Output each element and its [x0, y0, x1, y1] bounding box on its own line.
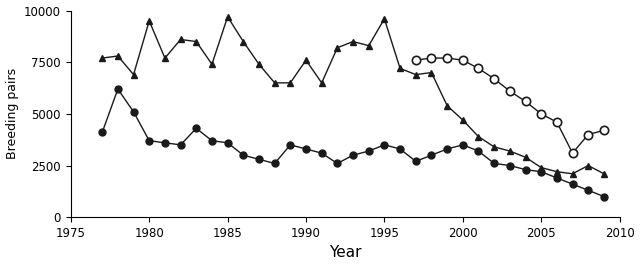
Chinstrap - Admiralty Bay [224, 141, 232, 144]
Chinstrap - Cape Shirreff [569, 152, 577, 155]
Chinstrap - Cape Shirreff [490, 77, 498, 80]
Adélie - Admiralty Bay [349, 40, 357, 43]
Adélie - Admiralty Bay [239, 40, 247, 43]
Adélie - Admiralty Bay [318, 81, 326, 85]
Chinstrap - Admiralty Bay [584, 189, 592, 192]
Chinstrap - Admiralty Bay [412, 160, 420, 163]
X-axis label: Year: Year [329, 246, 362, 260]
Line: Adélie - Admiralty Bay: Adélie - Admiralty Bay [99, 13, 607, 177]
Chinstrap - Admiralty Bay [161, 141, 169, 144]
Chinstrap - Admiralty Bay [193, 127, 200, 130]
Adélie - Admiralty Bay [522, 156, 529, 159]
Adélie - Admiralty Bay [130, 73, 138, 76]
Chinstrap - Admiralty Bay [114, 88, 122, 91]
Adélie - Admiralty Bay [99, 56, 106, 60]
Chinstrap - Cape Shirreff [428, 56, 435, 60]
Adélie - Admiralty Bay [475, 135, 483, 138]
Adélie - Admiralty Bay [428, 71, 435, 74]
Chinstrap - Admiralty Bay [239, 153, 247, 157]
Line: Chinstrap - Admiralty Bay: Chinstrap - Admiralty Bay [99, 86, 607, 200]
Chinstrap - Admiralty Bay [459, 143, 467, 147]
Adélie - Admiralty Bay [208, 63, 216, 66]
Adélie - Admiralty Bay [506, 149, 514, 153]
Adélie - Admiralty Bay [161, 56, 169, 60]
Chinstrap - Admiralty Bay [600, 195, 608, 198]
Adélie - Admiralty Bay [145, 19, 153, 23]
Chinstrap - Cape Shirreff [412, 59, 420, 62]
Chinstrap - Admiralty Bay [99, 131, 106, 134]
Chinstrap - Admiralty Bay [333, 162, 341, 165]
Chinstrap - Admiralty Bay [349, 153, 357, 157]
Chinstrap - Admiralty Bay [553, 176, 561, 180]
Adélie - Admiralty Bay [553, 170, 561, 173]
Chinstrap - Admiralty Bay [271, 162, 278, 165]
Adélie - Admiralty Bay [381, 17, 388, 20]
Chinstrap - Admiralty Bay [490, 162, 498, 165]
Adélie - Admiralty Bay [193, 40, 200, 43]
Chinstrap - Admiralty Bay [177, 143, 184, 147]
Chinstrap - Admiralty Bay [538, 170, 545, 173]
Adélie - Admiralty Bay [224, 15, 232, 18]
Y-axis label: Breeding pairs: Breeding pairs [6, 68, 19, 159]
Adélie - Admiralty Bay [365, 44, 372, 47]
Chinstrap - Cape Shirreff [459, 59, 467, 62]
Adélie - Admiralty Bay [302, 59, 310, 62]
Adélie - Admiralty Bay [538, 166, 545, 169]
Chinstrap - Cape Shirreff [553, 120, 561, 124]
Adélie - Admiralty Bay [444, 104, 451, 107]
Line: Chinstrap - Cape Shirreff: Chinstrap - Cape Shirreff [412, 54, 608, 157]
Adélie - Admiralty Bay [490, 145, 498, 148]
Chinstrap - Cape Shirreff [600, 129, 608, 132]
Chinstrap - Admiralty Bay [145, 139, 153, 142]
Chinstrap - Admiralty Bay [506, 164, 514, 167]
Chinstrap - Admiralty Bay [208, 139, 216, 142]
Chinstrap - Admiralty Bay [444, 147, 451, 151]
Chinstrap - Admiralty Bay [130, 110, 138, 113]
Adélie - Admiralty Bay [600, 172, 608, 175]
Chinstrap - Admiralty Bay [318, 152, 326, 155]
Chinstrap - Cape Shirreff [538, 112, 545, 115]
Adélie - Admiralty Bay [396, 67, 404, 70]
Adélie - Admiralty Bay [412, 73, 420, 76]
Adélie - Admiralty Bay [271, 81, 278, 85]
Chinstrap - Admiralty Bay [428, 153, 435, 157]
Chinstrap - Admiralty Bay [396, 147, 404, 151]
Chinstrap - Cape Shirreff [475, 67, 483, 70]
Chinstrap - Cape Shirreff [522, 100, 529, 103]
Adélie - Admiralty Bay [569, 172, 577, 175]
Chinstrap - Admiralty Bay [569, 182, 577, 186]
Adélie - Admiralty Bay [255, 63, 263, 66]
Chinstrap - Admiralty Bay [522, 168, 529, 171]
Chinstrap - Admiralty Bay [302, 147, 310, 151]
Chinstrap - Admiralty Bay [381, 143, 388, 147]
Adélie - Admiralty Bay [287, 81, 294, 85]
Adélie - Admiralty Bay [333, 46, 341, 49]
Adélie - Admiralty Bay [114, 55, 122, 58]
Chinstrap - Cape Shirreff [584, 133, 592, 136]
Chinstrap - Admiralty Bay [475, 149, 483, 153]
Chinstrap - Cape Shirreff [506, 90, 514, 93]
Adélie - Admiralty Bay [177, 38, 184, 41]
Adélie - Admiralty Bay [584, 164, 592, 167]
Chinstrap - Admiralty Bay [287, 143, 294, 147]
Adélie - Admiralty Bay [459, 118, 467, 122]
Chinstrap - Admiralty Bay [365, 149, 372, 153]
Chinstrap - Cape Shirreff [444, 56, 451, 60]
Chinstrap - Admiralty Bay [255, 158, 263, 161]
